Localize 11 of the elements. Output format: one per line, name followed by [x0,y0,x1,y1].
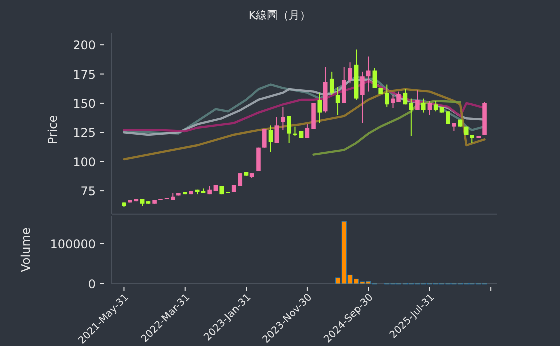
y-tick-label: 150 [73,96,96,111]
chart-title: K線圖（月） [248,9,312,22]
y-tick-label: 125 [73,126,96,140]
y-tick-label: 100000 [50,238,96,252]
y-tick-label: 100 [73,155,96,170]
y-axis-title: Volume [19,228,33,272]
y-tick-label: 0 [88,278,96,292]
y-tick-label: 175 [73,68,96,82]
y-tick-label: 200 [73,38,96,53]
y-axis-title: Price [46,115,60,145]
y-tick-label: 75 [80,184,96,199]
